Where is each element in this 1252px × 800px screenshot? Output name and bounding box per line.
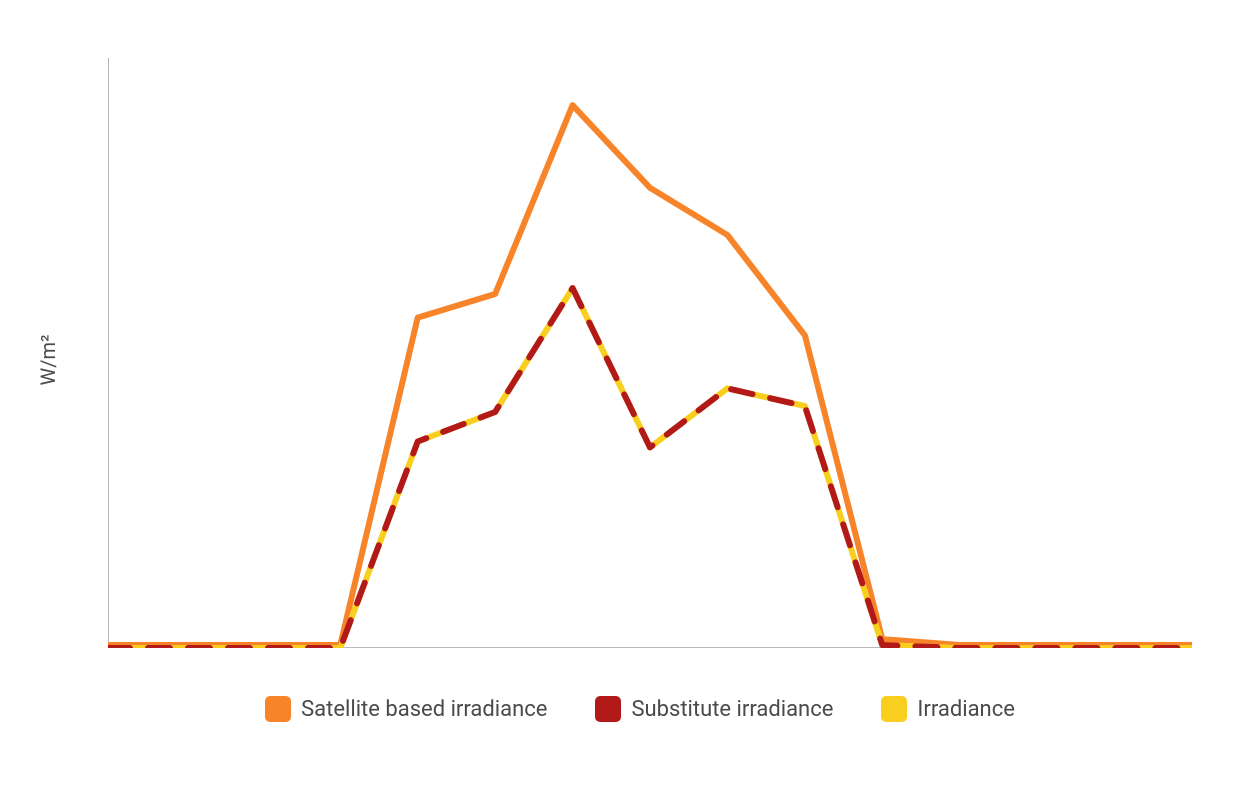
legend-swatch-irradiance bbox=[881, 696, 907, 722]
irradiance-chart: W/m² Satellite based irradiance Substitut… bbox=[0, 0, 1252, 800]
legend-label-irradiance: Irradiance bbox=[917, 697, 1015, 722]
y-axis-label: W/m² bbox=[36, 335, 60, 386]
legend-swatch-substitute bbox=[595, 696, 621, 722]
legend-item-substitute: Substitute irradiance bbox=[595, 696, 833, 722]
legend-label-satellite: Satellite based irradiance bbox=[301, 697, 547, 722]
legend-item-satellite: Satellite based irradiance bbox=[265, 696, 547, 722]
legend-item-irradiance: Irradiance bbox=[881, 696, 1015, 722]
legend-swatch-satellite bbox=[265, 696, 291, 722]
chart-svg bbox=[108, 58, 1192, 648]
axes bbox=[108, 58, 1192, 648]
plot-area bbox=[108, 58, 1192, 648]
series-satellite bbox=[108, 105, 1192, 645]
legend: Satellite based irradiance Substitute irr… bbox=[160, 696, 1120, 722]
series-substitute bbox=[108, 288, 1192, 648]
legend-label-substitute: Substitute irradiance bbox=[631, 697, 833, 722]
series-irradiance bbox=[108, 288, 1192, 648]
